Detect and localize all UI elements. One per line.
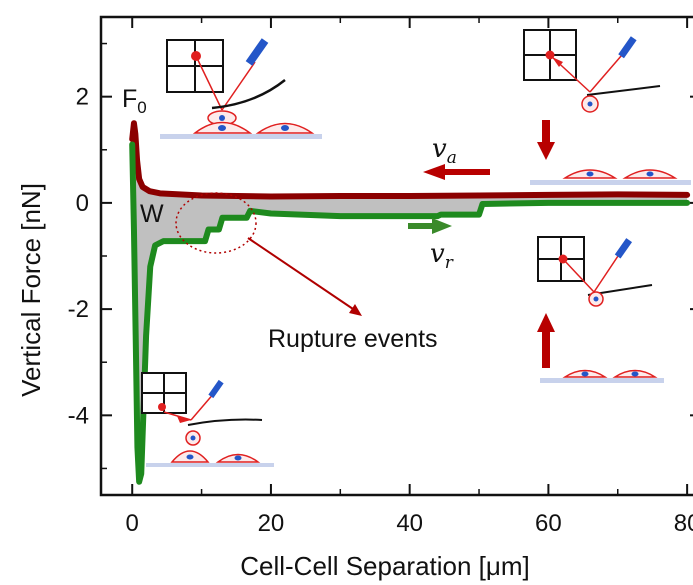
inset-top-left-approach-contact <box>160 38 322 139</box>
retract-up-arrowhead <box>537 313 555 332</box>
laser-source-icon <box>208 379 224 399</box>
nucleus-icon <box>219 115 225 121</box>
y-axis-title: Vertical Force [nN] <box>16 183 46 397</box>
laser-incident-beam <box>190 391 216 421</box>
x-tick-label: 60 <box>535 510 562 537</box>
laser-reflected-beam <box>562 258 595 293</box>
nucleus-icon <box>190 435 196 441</box>
laser-incident-beam <box>593 249 623 293</box>
va-subscript: a <box>447 148 457 168</box>
axis-ticks: 0 20 40 60 80 -4 -2 0 2 <box>68 17 693 537</box>
rupture-pointer-line <box>247 237 357 312</box>
y-tick-label: -4 <box>68 402 89 429</box>
y-tick-label: 0 <box>76 190 89 217</box>
rupture-events-label: Rupture events <box>268 325 438 353</box>
laser-arrowhead <box>177 416 191 423</box>
rupture-pointer-arrowhead <box>349 304 362 316</box>
laser-reflected-beam <box>195 55 223 111</box>
laser-spot-icon <box>158 403 166 411</box>
substrate-icon <box>160 134 322 139</box>
laser-source-icon <box>618 36 637 59</box>
rupture-highlight-ellipse <box>175 192 257 254</box>
nucleus-icon <box>281 125 289 131</box>
substrate-icon <box>530 180 691 185</box>
substrate-icon <box>540 378 664 383</box>
retract-direction-arrow <box>408 218 452 234</box>
x-tick-label: 80 <box>674 510 693 537</box>
approach-velocity-label: va <box>432 134 457 168</box>
nucleus-icon <box>234 455 242 461</box>
nucleus-icon <box>593 296 599 302</box>
y-tick-label: -2 <box>68 296 89 323</box>
laser-arrowhead <box>552 57 563 67</box>
inset-bottom-right-retract <box>537 236 664 383</box>
nucleus-icon <box>587 101 593 107</box>
annotation-layer: F0 W Rupture events va vr <box>122 85 490 353</box>
laser-source-icon <box>614 238 633 259</box>
approach-direction-arrow <box>423 164 490 180</box>
vr-main: v <box>430 239 445 269</box>
y-tick-label: 2 <box>76 84 89 111</box>
series-layer <box>129 120 691 485</box>
approach-down-arrow <box>542 120 550 144</box>
x-tick-label: 40 <box>396 510 423 537</box>
inset-bottom-left-retract-adhesion <box>141 372 274 467</box>
f0-label: F0 <box>122 85 147 117</box>
f0-subscript: 0 <box>137 98 146 117</box>
substrate-icon <box>146 463 274 467</box>
x-axis-title: Cell-Cell Separation [μm] <box>240 551 530 581</box>
nucleus-icon <box>218 125 226 131</box>
approach-down-arrowhead <box>537 142 555 160</box>
nucleus-icon <box>581 371 589 377</box>
nucleus-icon <box>631 371 639 377</box>
nucleus-icon <box>646 171 654 177</box>
x-tick-label: 0 <box>126 510 139 537</box>
va-main: v <box>432 134 447 164</box>
nucleus-icon <box>586 171 594 177</box>
work-label: W <box>140 200 164 228</box>
cantilever-icon <box>586 85 661 96</box>
cantilever-icon <box>211 79 286 110</box>
laser-incident-beam <box>221 61 256 111</box>
vr-subscript: r <box>445 253 454 273</box>
approach-curve <box>129 120 691 200</box>
retract-velocity-label: vr <box>430 239 454 273</box>
f0-main: F <box>122 85 137 113</box>
retract-up-arrow <box>542 330 550 368</box>
inset-top-right-approach <box>523 29 691 185</box>
cantilever-icon <box>187 418 263 426</box>
x-tick-label: 20 <box>258 510 285 537</box>
laser-source-icon <box>245 38 269 66</box>
laser-reflected-beam <box>163 411 192 421</box>
retract-curve <box>129 141 691 485</box>
nucleus-icon <box>186 454 194 460</box>
axis-titles: Vertical Force [nN] Cell-Cell Separation… <box>16 183 530 581</box>
